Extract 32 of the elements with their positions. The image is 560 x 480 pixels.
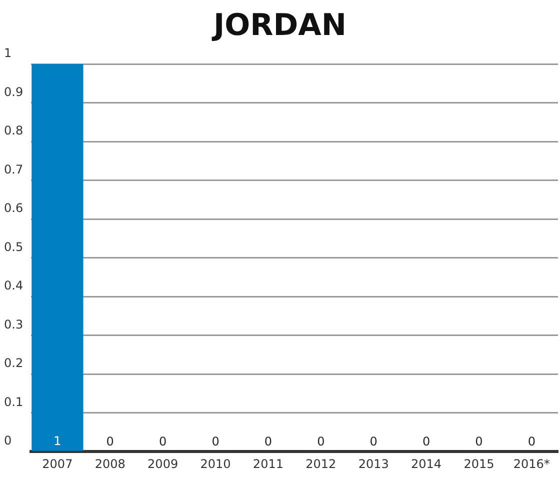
x-tick-label: 2014 bbox=[411, 456, 442, 471]
x-tick-label: 2011 bbox=[252, 456, 284, 471]
y-tick-label: 0.8 bbox=[4, 124, 24, 138]
x-tick-label: 2012 bbox=[306, 456, 336, 471]
data-label: 0 bbox=[158, 434, 167, 449]
data-label: 0 bbox=[528, 434, 536, 449]
y-tick-label: 0.4 bbox=[4, 278, 24, 293]
x-tick-label: 2015 bbox=[464, 456, 494, 471]
y-tick-label: 0.9 bbox=[4, 84, 24, 99]
y-tick-label: 0.6 bbox=[4, 201, 24, 216]
x-tick-label: 2007 bbox=[42, 456, 73, 471]
y-tick-label: 1 bbox=[4, 46, 12, 60]
data-label: 1 bbox=[54, 434, 62, 448]
y-tick-label: 0.7 bbox=[4, 162, 24, 176]
y-tick-label: 0 bbox=[4, 434, 12, 448]
y-tick-label: 0.3 bbox=[4, 317, 24, 332]
data-label: 0 bbox=[370, 434, 378, 449]
y-tick-label: 0.1 bbox=[4, 394, 24, 409]
y-tick-label: 0.5 bbox=[4, 240, 24, 254]
data-label: 0 bbox=[422, 434, 430, 449]
x-tick-label: 2016* bbox=[513, 456, 550, 471]
x-tick-label: 2009 bbox=[148, 456, 178, 471]
x-tick-label: 2008 bbox=[94, 456, 126, 471]
data-label: 0 bbox=[475, 434, 483, 449]
data-label: 0 bbox=[106, 434, 114, 449]
x-tick-label: 2013 bbox=[358, 456, 389, 471]
data-label: 0 bbox=[264, 434, 272, 449]
y-tick-label: 0.2 bbox=[4, 356, 24, 370]
data-label: 0 bbox=[317, 434, 325, 449]
data-label: 0 bbox=[212, 434, 220, 449]
x-tick-label: 2010 bbox=[200, 456, 231, 471]
chart-title: JORDAN bbox=[210, 8, 348, 43]
